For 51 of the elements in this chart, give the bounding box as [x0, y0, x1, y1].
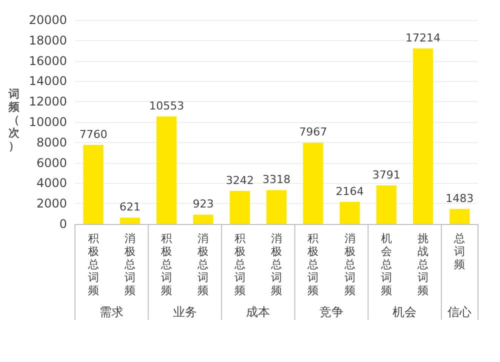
x-tick-label: 机会总词频 — [380, 232, 392, 297]
data-label: 7760 — [79, 128, 108, 141]
data-label: 10553 — [149, 99, 184, 112]
text: 业务 — [172, 305, 197, 319]
y-tick-label: 18000 — [28, 33, 67, 48]
y-tick-label: 8000 — [36, 135, 67, 150]
x-tick-label: 积极总词频 — [233, 232, 246, 297]
x-tick-label: 消极总词频 — [343, 232, 356, 297]
data-label: 3318 — [262, 173, 290, 186]
x-tick-label: 消极总词频 — [196, 232, 209, 297]
data-label: 3242 — [226, 174, 254, 187]
data-label: 621 — [119, 200, 140, 214]
y-axis-title: 词频（次） — [8, 88, 20, 152]
text: 需求 — [100, 305, 124, 319]
x-tick-label: 消极总词频 — [270, 232, 282, 297]
bar — [120, 218, 140, 224]
x-tick-label: 积极总词频 — [306, 232, 319, 297]
bar — [340, 202, 360, 224]
bar — [193, 214, 214, 224]
data-label: 3791 — [372, 168, 400, 182]
y-tick-label: 20000 — [28, 13, 67, 27]
bar — [83, 144, 104, 224]
bar — [230, 190, 250, 224]
y-tick-label: 2000 — [36, 196, 67, 211]
text: 机会 — [392, 305, 417, 319]
y-tick-label: 6000 — [36, 156, 67, 170]
bar — [156, 116, 177, 224]
bar — [266, 190, 287, 224]
bar — [450, 208, 470, 224]
y-tick-label: 12000 — [28, 94, 67, 109]
data-label: 17214 — [406, 31, 441, 44]
bar — [412, 48, 434, 224]
x-tick-label: 积极总词频 — [160, 232, 172, 297]
text: 成本 — [246, 305, 270, 319]
data-label: 1483 — [446, 192, 474, 205]
y-tick-label: 0 — [59, 217, 67, 231]
y-tick-label: 10000 — [28, 115, 67, 129]
text: 信心 — [448, 305, 472, 319]
x-tick-label: 消极总词频 — [123, 232, 136, 297]
y-tick-label: 4000 — [36, 176, 67, 190]
text: 竞争 — [319, 305, 344, 319]
x-tick-label: 总词频 — [453, 232, 466, 271]
data-label: 7967 — [299, 126, 328, 139]
x-tick-label: 积极总词频 — [86, 232, 99, 297]
x-tick-label: 挑战总词频 — [416, 232, 429, 297]
data-label: 923 — [192, 198, 214, 211]
data-label: 2164 — [336, 184, 364, 198]
y-tick-label: 14000 — [28, 74, 67, 88]
bar — [303, 142, 324, 224]
y-tick-label: 16000 — [28, 54, 67, 68]
bar — [376, 185, 396, 224]
